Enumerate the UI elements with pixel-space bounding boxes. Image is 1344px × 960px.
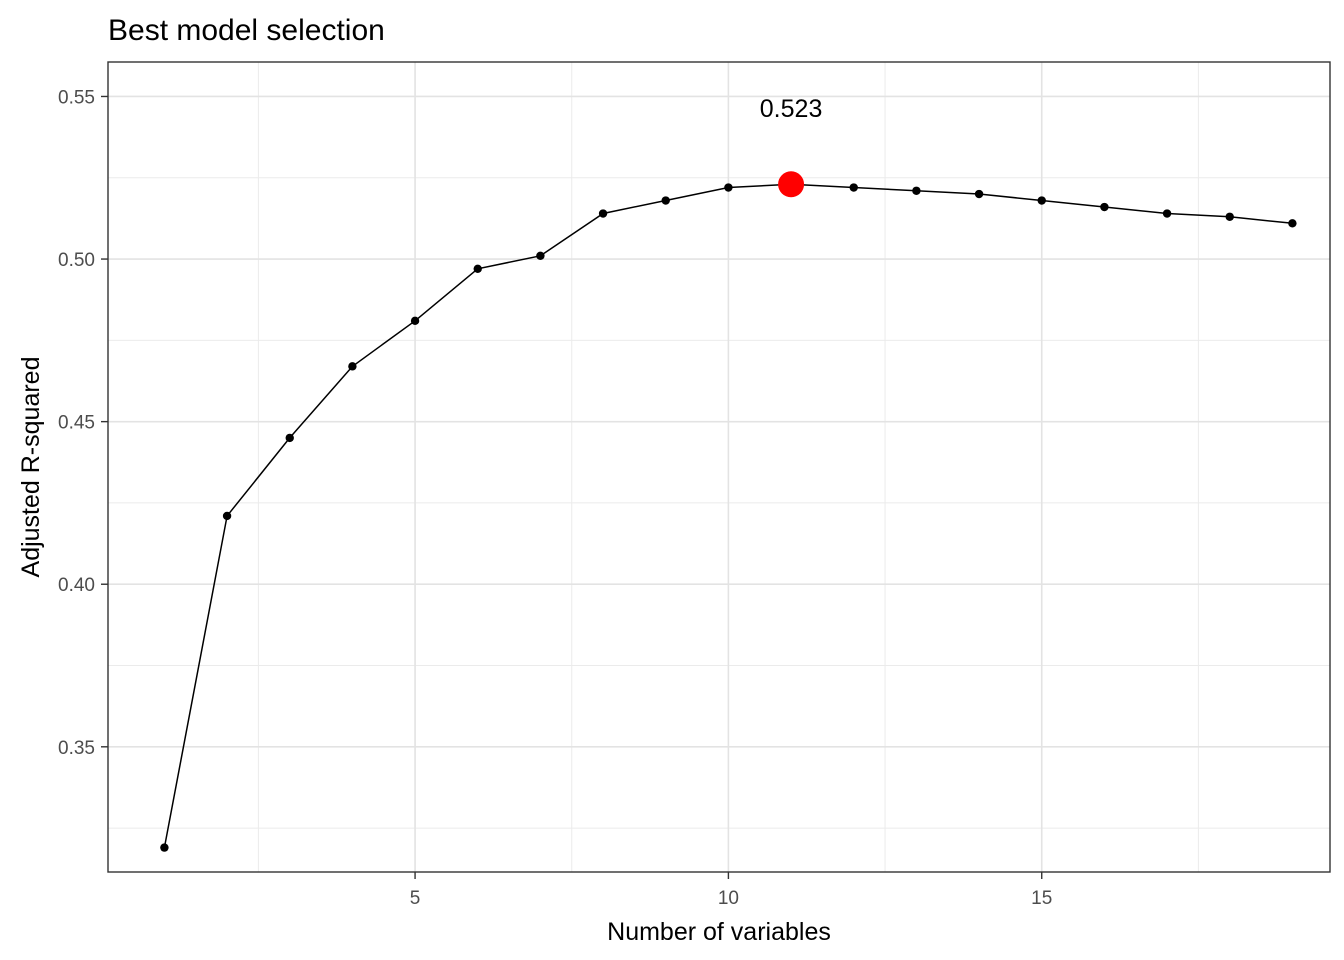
data-point: [1225, 212, 1234, 221]
x-tick-label: 5: [410, 888, 421, 909]
x-axis-ticks: 5 10 15: [410, 872, 1052, 909]
data-point: [160, 843, 169, 852]
y-tick-label: 0.50: [58, 250, 95, 271]
data-point: [724, 183, 733, 192]
data-point: [661, 196, 670, 205]
data-point: [1288, 219, 1297, 228]
data-points: [160, 180, 1297, 852]
data-point: [410, 316, 420, 326]
data-point: [1037, 196, 1046, 205]
plot-background: [108, 62, 1330, 872]
data-point: [849, 183, 858, 192]
grid-minor: [108, 62, 1330, 872]
y-axis-title: Adjusted R-squared: [17, 357, 45, 578]
data-point: [285, 433, 294, 443]
y-tick-label: 0.55: [58, 87, 95, 108]
data-point: [536, 251, 545, 261]
data-point: [473, 264, 482, 274]
x-tick-label: 15: [1031, 888, 1052, 909]
data-point: [598, 209, 608, 218]
y-tick-label: 0.45: [58, 413, 95, 434]
best-model-point: [778, 171, 805, 198]
data-point: [1100, 202, 1109, 212]
y-tick-label: 0.35: [58, 738, 95, 759]
data-point: [974, 189, 984, 199]
data-point: [912, 186, 921, 195]
data-point: [222, 511, 232, 521]
data-point: [348, 362, 357, 371]
x-tick-label: 10: [718, 888, 739, 909]
plot-border: [107, 61, 1331, 873]
best-value-label: 0.523: [760, 95, 823, 123]
y-tick-label: 0.40: [58, 575, 95, 596]
data-point: [1162, 209, 1172, 218]
x-axis-title: Number of variables: [607, 918, 831, 946]
highlight-group: [778, 171, 805, 198]
chart-title: Best model selection: [108, 14, 385, 47]
y-axis-ticks: 0.35 0.40 0.45 0.50 0.55: [58, 87, 108, 759]
